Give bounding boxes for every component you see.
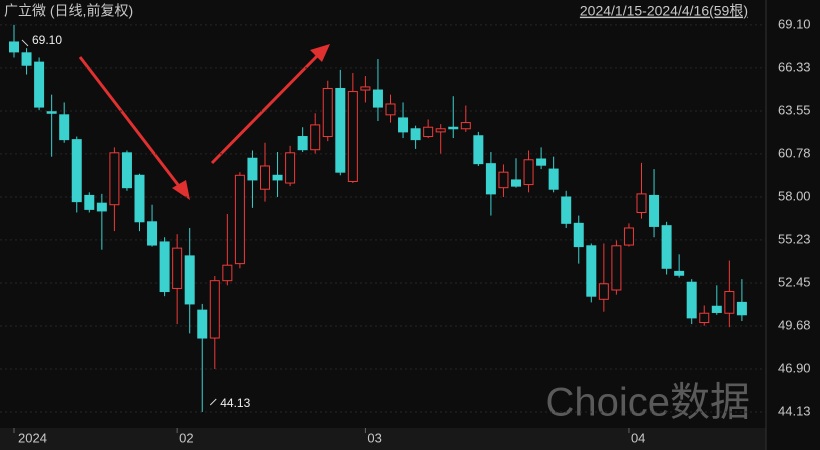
y-tick-label: 55.23 xyxy=(778,231,811,246)
candle-body xyxy=(147,221,158,246)
candle-body xyxy=(385,103,396,116)
candle-body xyxy=(84,194,95,210)
candle-body xyxy=(636,193,647,213)
x-tick-label: 02 xyxy=(179,430,193,445)
y-tick-label: 52.45 xyxy=(778,274,811,289)
candle-body xyxy=(398,117,409,133)
candle-body xyxy=(711,305,722,313)
candle-body xyxy=(485,163,496,195)
candle-body xyxy=(699,312,710,324)
candle-body xyxy=(59,114,70,141)
candle-body xyxy=(322,87,333,138)
candle-body xyxy=(360,86,371,91)
watermark: Choice数据 xyxy=(545,381,750,425)
candle-body xyxy=(46,111,57,114)
candle-body xyxy=(423,126,434,138)
candle-body xyxy=(498,171,509,189)
candle-body xyxy=(234,174,245,265)
trend-arrows xyxy=(78,44,330,200)
candle-body xyxy=(724,291,735,314)
annotation-arrow xyxy=(209,398,217,406)
candle-body xyxy=(435,128,446,133)
chart-title: 广立微 (日线,前复权) xyxy=(4,3,133,19)
y-tick-label: 44.13 xyxy=(778,403,811,418)
candle-body xyxy=(347,91,358,182)
candle-body xyxy=(410,128,421,141)
candle-body xyxy=(222,264,233,282)
candle-body xyxy=(34,61,45,108)
candle-body xyxy=(71,139,82,203)
candle-body xyxy=(523,159,534,186)
candle-body xyxy=(209,280,220,339)
y-tick-label: 46.90 xyxy=(778,360,811,375)
y-tick-label: 60.78 xyxy=(778,145,811,160)
candle-body xyxy=(686,281,697,319)
candle-body xyxy=(460,122,471,130)
candle-body xyxy=(247,157,258,181)
candle-body xyxy=(586,245,597,297)
candle-body xyxy=(159,241,170,293)
candle-body xyxy=(96,202,107,212)
candle-body xyxy=(623,227,634,246)
candle-body xyxy=(649,194,660,227)
candle-body xyxy=(109,152,120,206)
candle-body xyxy=(536,158,547,166)
candle-body xyxy=(561,196,572,224)
x-axis-strip xyxy=(0,428,766,450)
high-label: 69.10 xyxy=(32,33,62,47)
candle-body xyxy=(473,135,484,165)
candle-body xyxy=(674,270,685,276)
candle-body xyxy=(372,89,383,108)
candle-body xyxy=(172,247,183,289)
candle-body xyxy=(21,52,32,66)
candle-body xyxy=(736,301,747,316)
candle-body xyxy=(511,179,521,187)
candle-body xyxy=(661,225,672,269)
y-tick-label: 58.00 xyxy=(778,188,811,203)
candle-body xyxy=(297,136,308,151)
x-tick-label: 04 xyxy=(631,430,645,445)
candle-body xyxy=(335,87,346,173)
candle-body xyxy=(197,309,208,339)
candle-body xyxy=(285,152,296,184)
y-tick-label: 49.68 xyxy=(778,317,811,332)
date-range: 2024/1/15-2024/4/16(59根) xyxy=(580,3,748,19)
candle-body xyxy=(448,126,459,130)
x-tick-label: 03 xyxy=(367,430,381,445)
x-tick-label: 2024 xyxy=(18,430,47,445)
candle-body xyxy=(272,174,283,181)
candle-body xyxy=(184,255,195,305)
candle-body xyxy=(9,41,19,53)
candle-body xyxy=(611,245,622,291)
candle-body xyxy=(134,174,145,223)
y-tick-label: 63.55 xyxy=(778,102,811,117)
candle-body xyxy=(573,222,584,248)
candle-body xyxy=(598,283,609,300)
candle-body xyxy=(121,152,132,189)
low-label: 44.13 xyxy=(220,396,250,410)
y-tick-label: 66.33 xyxy=(778,59,811,74)
candle-body xyxy=(260,165,270,190)
candle-body xyxy=(548,168,559,190)
annotation-arrow xyxy=(21,39,29,47)
candle-body xyxy=(310,124,321,151)
y-tick-label: 69.10 xyxy=(778,16,811,31)
